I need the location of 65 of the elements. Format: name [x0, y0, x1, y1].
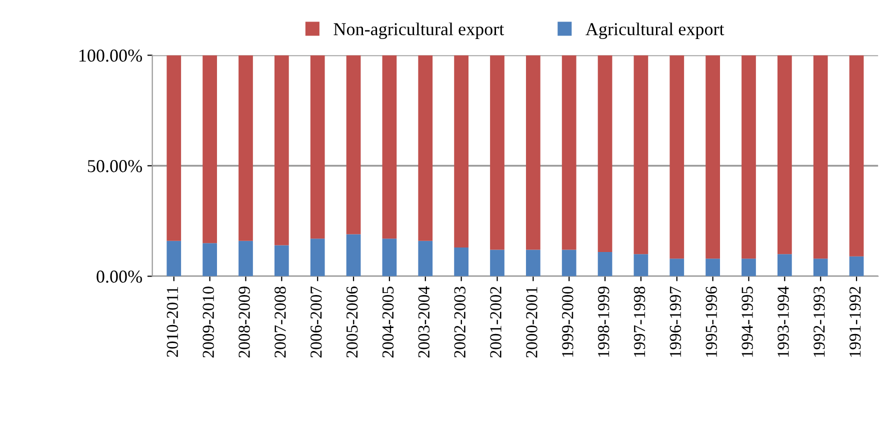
bar	[849, 55, 864, 256]
bar	[670, 258, 684, 276]
x-tick-label: 2003-2004	[418, 286, 430, 358]
x-tick-label: 2004-2005	[382, 286, 394, 358]
x-tick-label: 1994-1995	[742, 286, 753, 357]
bar	[490, 55, 504, 250]
x-tick-label: 1992-1993	[814, 286, 825, 357]
x-tick-label: 2006-2007	[310, 286, 322, 358]
bar	[238, 55, 253, 241]
bar	[813, 55, 828, 259]
bar	[346, 234, 361, 276]
bar	[274, 245, 289, 276]
bar	[238, 240, 253, 276]
bar	[526, 55, 540, 250]
y-tick-label: 100.00%	[79, 50, 142, 62]
bar	[598, 252, 612, 276]
x-tick-label: 1995-1996	[706, 286, 717, 357]
bar	[777, 254, 792, 276]
bar	[706, 258, 720, 276]
x-tick-label: 2000-2001	[526, 286, 538, 358]
bar	[813, 258, 828, 276]
x-tick-label: 1997-1998	[634, 286, 646, 357]
x-tick-label: 2008-2009	[238, 286, 250, 358]
bar	[562, 250, 576, 276]
x-tick-label: 1993-1994	[778, 286, 789, 357]
bar	[777, 55, 792, 254]
bar	[706, 55, 720, 259]
bar	[454, 55, 468, 248]
y-tick-label: 50.00%	[88, 160, 142, 172]
bar	[346, 55, 361, 234]
bar	[849, 256, 864, 276]
x-tick-label: 2005-2006	[346, 286, 358, 358]
legend-label: Non-agricultural export	[334, 22, 504, 39]
bar	[598, 55, 612, 252]
bar	[166, 240, 182, 276]
x-tick-label: 2001-2002	[490, 286, 502, 358]
bar	[418, 55, 433, 241]
bar	[526, 250, 540, 276]
legend-label: Agricultural export	[586, 22, 724, 39]
bar	[382, 55, 397, 239]
y-tick-label: 0.00%	[96, 270, 142, 283]
bar	[202, 55, 217, 244]
bar	[742, 258, 756, 276]
bar	[634, 254, 648, 276]
bar	[310, 55, 325, 239]
x-tick-label: 1996-1997	[670, 286, 682, 357]
bar	[418, 240, 433, 276]
bar	[490, 250, 504, 276]
x-tick-label: 2009-2010	[202, 286, 214, 358]
bar	[634, 55, 648, 254]
x-tick-label: 1999-2000	[562, 286, 574, 357]
bar	[202, 243, 217, 276]
x-tick-label: 1998-1999	[598, 286, 610, 357]
bar	[310, 238, 325, 276]
bar	[670, 55, 684, 259]
bar	[166, 55, 182, 241]
bar	[742, 55, 756, 259]
x-tick-label: 2002-2003	[454, 286, 466, 358]
bar	[454, 248, 468, 276]
bar	[274, 55, 289, 246]
bar	[382, 238, 397, 276]
x-tick-label: 1991-1992	[849, 286, 861, 357]
bar	[562, 55, 576, 250]
x-tick-label: 2010-2011	[166, 286, 178, 357]
x-tick-label: 2007-2008	[274, 286, 286, 358]
